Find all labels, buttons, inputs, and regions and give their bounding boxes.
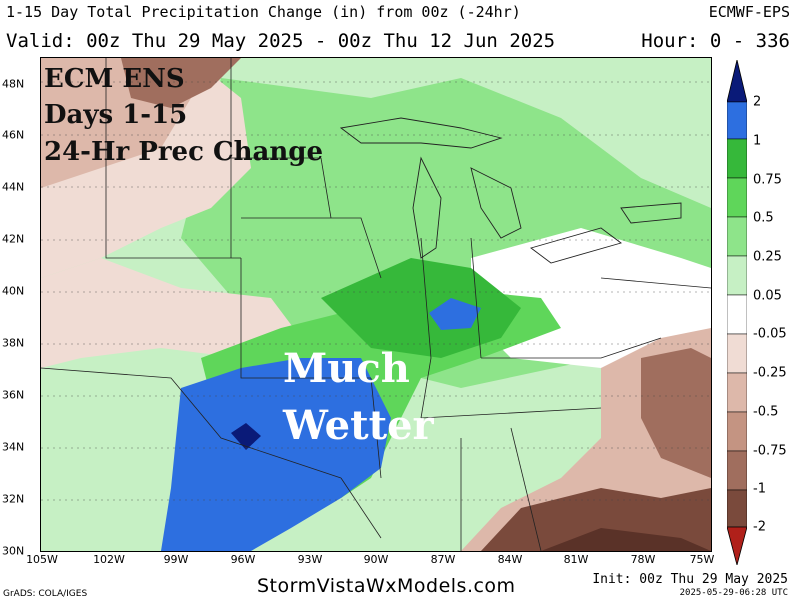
graticule — [41, 81, 711, 501]
legend-label: 0.05 — [753, 288, 782, 304]
legend-label: -0.25 — [753, 365, 787, 381]
great-lakes-outline — [339, 117, 682, 264]
legend-label: 0.75 — [753, 172, 782, 188]
legend-label: -1 — [753, 481, 766, 497]
legend-swatch — [727, 372, 747, 413]
legend-swatch — [727, 333, 747, 374]
legend-label: -2 — [753, 519, 766, 535]
lat-label: 46N — [2, 128, 25, 142]
map-title: 1-15 Day Total Precipitation Change (in)… — [6, 3, 521, 21]
legend-swatch — [727, 255, 747, 296]
init-time: Init: 00z Thu 29 May 2025 — [592, 572, 788, 587]
legend-label: 1 — [753, 133, 762, 149]
legend-cap-bottom — [727, 526, 747, 565]
lon-label: 105W — [26, 553, 58, 566]
lat-label: 38N — [2, 336, 25, 350]
legend-swatch — [727, 177, 747, 218]
legend-label: -0.05 — [753, 326, 787, 342]
color-legend — [727, 60, 747, 565]
overlay-days-label: Days 1-15 — [44, 100, 188, 130]
lon-label: 96W — [230, 553, 256, 566]
lat-label: 48N — [2, 77, 25, 91]
lat-label: 40N — [2, 284, 25, 298]
dark-green-core-shade — [321, 258, 521, 358]
legend-cap-top — [727, 60, 747, 103]
blue-ohio-valley-shade — [429, 298, 481, 330]
legend-swatch — [727, 138, 747, 179]
lat-label: 30N — [2, 544, 25, 558]
annotation-wetter: Wetter — [283, 402, 434, 449]
legend-label: 0.5 — [753, 210, 774, 226]
lat-label: 36N — [2, 388, 25, 402]
overlay-model-label: ECM ENS — [44, 64, 185, 94]
dark-blue-peak-shade — [231, 423, 261, 450]
brown-northwest-shade — [121, 58, 241, 108]
darkest-brown-shade — [541, 528, 711, 551]
forecast-hours: Hour: 0 - 336 — [641, 30, 790, 52]
grads-credit: GrADS: COLA/IGES — [3, 589, 88, 599]
lon-label: 102W — [93, 553, 125, 566]
lon-label: 78W — [630, 553, 656, 566]
legend-swatch — [727, 489, 747, 528]
legend-swatch — [727, 450, 747, 491]
lon-label: 87W — [430, 553, 456, 566]
legend-label: -0.75 — [753, 443, 787, 459]
lon-label: 99W — [163, 553, 189, 566]
brown-coastal-shade — [641, 348, 711, 478]
lat-label: 42N — [2, 232, 25, 246]
lon-label: 90W — [363, 553, 389, 566]
legend-swatch — [727, 411, 747, 452]
annotation-much: Much — [283, 345, 410, 392]
light-tan-central-shade — [41, 258, 301, 368]
legend-swatch — [727, 294, 747, 335]
legend-label: -0.5 — [753, 404, 779, 420]
lat-label: 34N — [2, 440, 25, 454]
precipitation-map — [40, 57, 712, 552]
state-boundaries — [41, 58, 711, 551]
model-name: ECMWF-EPS — [708, 3, 790, 21]
legend-swatch — [727, 216, 747, 257]
map-canvas — [41, 58, 711, 551]
lon-label: 75W — [689, 553, 715, 566]
generated-timestamp: 2025-05-29-06:28 UTC — [679, 588, 788, 598]
lon-label: 81W — [563, 553, 589, 566]
legend-label: 2 — [753, 94, 762, 110]
lon-label: 93W — [297, 553, 323, 566]
valid-period: Valid: 00z Thu 29 May 2025 - 00z Thu 12 … — [6, 30, 556, 52]
lon-label: 84W — [497, 553, 523, 566]
legend-swatch — [727, 101, 747, 140]
legend-label: 0.25 — [753, 249, 782, 265]
overlay-field-label: 24-Hr Prec Change — [44, 137, 324, 167]
blue-wet-shade — [161, 358, 391, 551]
lat-label: 44N — [2, 180, 25, 194]
lat-label: 32N — [2, 492, 25, 506]
site-watermark: StormVistaWxModels.com — [257, 575, 516, 597]
